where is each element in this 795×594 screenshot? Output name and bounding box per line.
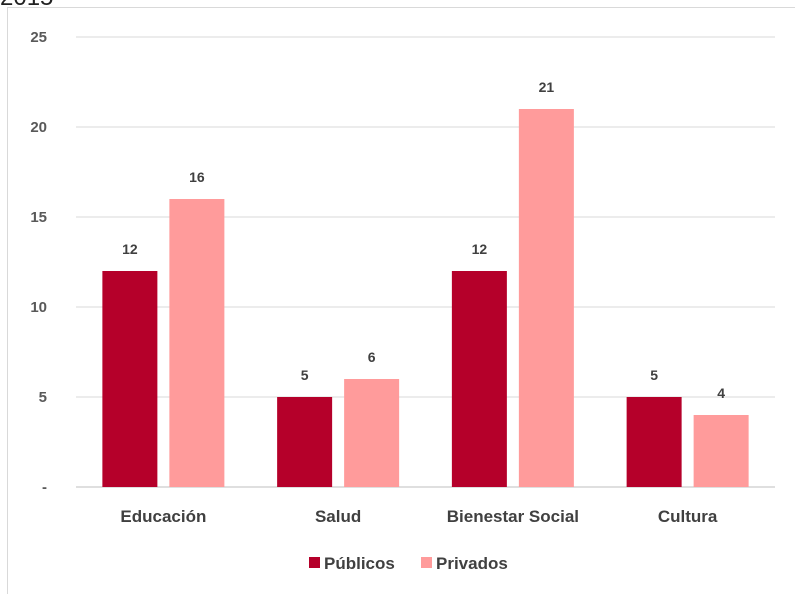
bars: [102, 109, 749, 487]
y-tick-label: 10: [30, 299, 47, 316]
bar-privados-1: [344, 379, 400, 487]
bar-privados-0: [169, 199, 225, 487]
bar-privados-3: [693, 415, 749, 487]
legend-swatch: [421, 557, 432, 568]
chart-frame: [7, 7, 795, 594]
bar-públicos-2: [451, 271, 507, 487]
data-label: 21: [539, 79, 555, 95]
legend-swatch: [309, 557, 320, 568]
y-tick-label: 5: [39, 389, 47, 406]
data-label: 4: [717, 385, 725, 401]
bar-privados-2: [518, 109, 574, 487]
data-label: 12: [122, 241, 138, 257]
data-label: 6: [368, 349, 376, 365]
data-label: 5: [301, 367, 309, 383]
x-category-label: Educación: [120, 507, 206, 526]
data-label: 5: [650, 367, 658, 383]
bar-públicos-1: [277, 397, 333, 487]
y-tick-label: 15: [30, 209, 47, 226]
chart-title-fragment: 2015: [0, 0, 53, 12]
y-tick-label: 20: [30, 119, 47, 136]
bar-públicos-0: [102, 271, 158, 487]
x-category-label: Cultura: [658, 507, 718, 526]
data-labels: 12 16 5 6 12 21 5 4: [122, 79, 725, 401]
x-axis-category-labels: Educación Salud Bienestar Social Cultura: [120, 507, 718, 526]
data-label: 16: [189, 169, 205, 185]
x-category-label: Bienestar Social: [447, 507, 579, 526]
bar-públicos-3: [626, 397, 682, 487]
data-label: 12: [472, 241, 488, 257]
y-axis-tick-labels: - 5 10 15 20 25: [30, 29, 47, 496]
x-category-label: Salud: [315, 507, 361, 526]
legend: Públicos Privados: [309, 554, 508, 573]
y-tick-label: -: [42, 479, 47, 496]
y-tick-label: 25: [30, 29, 47, 46]
legend-label: Públicos: [324, 554, 395, 573]
legend-label: Privados: [436, 554, 508, 573]
